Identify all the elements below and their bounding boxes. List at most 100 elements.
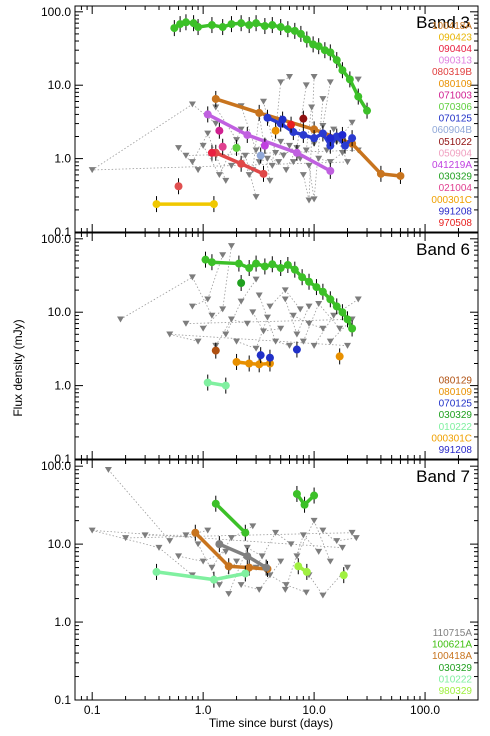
- limit-connector: [231, 525, 253, 539]
- upper-limit-marker: [249, 523, 257, 530]
- limit-connector: [255, 317, 268, 349]
- upper-limit-marker: [310, 517, 318, 524]
- series-110715A: [215, 536, 271, 576]
- data-point: [299, 114, 308, 123]
- upper-limit-marker: [237, 298, 245, 305]
- upper-limit-marker: [282, 167, 290, 174]
- legend-entry: 080109: [439, 79, 473, 90]
- series-010222: [152, 563, 250, 588]
- y-tick-label: 1.0: [54, 379, 71, 393]
- upper-limit-marker: [237, 126, 245, 133]
- data-point: [241, 569, 250, 578]
- y-tick-label: 1.0: [54, 152, 71, 166]
- data-point: [237, 159, 246, 168]
- data-point: [255, 108, 264, 117]
- upper-limit-marker: [249, 309, 257, 316]
- upper-limit-marker: [272, 529, 280, 536]
- upper-limit-marker: [272, 149, 280, 156]
- data-point: [252, 259, 261, 268]
- upper-limit-marker: [315, 155, 323, 162]
- limit-connector: [284, 299, 298, 335]
- data-point: [174, 182, 183, 191]
- upper-limit-marker: [277, 79, 285, 86]
- upper-limit-marker: [344, 564, 352, 571]
- upper-limit-marker: [255, 292, 263, 299]
- legend-entry: 080129: [439, 375, 473, 386]
- upper-limit-marker: [204, 130, 212, 137]
- panel-frame: [74, 232, 479, 460]
- data-point: [170, 24, 179, 33]
- upper-limit-marker: [194, 167, 202, 174]
- limit-connector: [222, 245, 232, 310]
- data-point: [245, 264, 254, 273]
- series-041219A: [203, 106, 335, 179]
- data-point: [268, 260, 277, 269]
- upper-limit-marker: [296, 306, 304, 313]
- upper-limit-marker: [225, 591, 233, 598]
- data-point: [237, 279, 246, 288]
- series-line: [205, 112, 333, 173]
- limit-connector: [169, 333, 348, 347]
- panel-title: Band 6: [416, 240, 470, 259]
- upper-limit-marker: [266, 572, 274, 579]
- upper-limit-marker: [227, 316, 235, 323]
- limit-connector: [263, 328, 281, 332]
- series-line: [214, 501, 248, 535]
- legend-entry: 030329: [439, 663, 473, 674]
- data-point: [207, 258, 216, 267]
- upper-limit-marker: [155, 544, 163, 551]
- data-point: [312, 283, 321, 292]
- limit-connector: [286, 584, 307, 593]
- limit-connector: [296, 520, 315, 557]
- data-point: [256, 351, 265, 360]
- data-point: [318, 287, 327, 296]
- data-point: [292, 489, 301, 498]
- data-point: [268, 21, 277, 30]
- upper-limit-marker: [188, 159, 196, 166]
- data-point: [152, 567, 161, 576]
- upper-limit-marker: [326, 159, 334, 166]
- legend-entry: 000301C: [431, 195, 472, 206]
- y-tick-label: 0.1: [54, 452, 71, 466]
- upper-limit-marker: [88, 527, 96, 534]
- limit-connector: [92, 161, 348, 171]
- legend-entry: 071003: [439, 90, 473, 101]
- legend-entry: 070306: [439, 102, 473, 113]
- limit-connector: [178, 555, 204, 562]
- limit-connector: [275, 341, 290, 347]
- data-point: [292, 148, 301, 157]
- upper-limit-marker: [222, 331, 230, 338]
- data-point: [207, 21, 216, 30]
- upper-limit-marker: [182, 152, 190, 159]
- y-axis-label: Flux density (mJy): [11, 319, 25, 416]
- upper-limit-marker: [199, 325, 207, 332]
- upper-limit-marker: [88, 167, 96, 174]
- upper-limit-marker: [188, 303, 196, 310]
- limit-connector: [252, 312, 264, 332]
- data-point: [363, 106, 372, 115]
- limit-connector: [192, 298, 208, 307]
- legend-entry: 110715A: [433, 628, 473, 639]
- data-point: [241, 528, 250, 537]
- data-point: [256, 151, 265, 160]
- upper-limit-marker: [199, 558, 207, 565]
- data-point: [255, 360, 264, 369]
- limit-connector: [244, 155, 257, 198]
- upper-limit-marker: [188, 101, 196, 108]
- legend-entry: 060904B: [432, 125, 472, 136]
- data-point: [294, 562, 303, 571]
- upper-limit-marker: [212, 104, 220, 111]
- upper-limit-marker: [315, 548, 323, 555]
- upper-limit-marker: [336, 325, 344, 332]
- upper-limit-marker: [255, 159, 263, 166]
- data-point: [262, 563, 271, 572]
- legend-entry: 070125: [439, 114, 473, 125]
- upper-limit-marker: [266, 177, 274, 184]
- legend-entry: 030329: [439, 410, 473, 421]
- data-point: [341, 141, 350, 150]
- limit-connector: [258, 295, 277, 342]
- limit-connector: [308, 165, 315, 200]
- upper-limit-marker: [305, 303, 313, 310]
- limit-connector: [308, 323, 324, 329]
- upper-limit-marker: [245, 172, 253, 179]
